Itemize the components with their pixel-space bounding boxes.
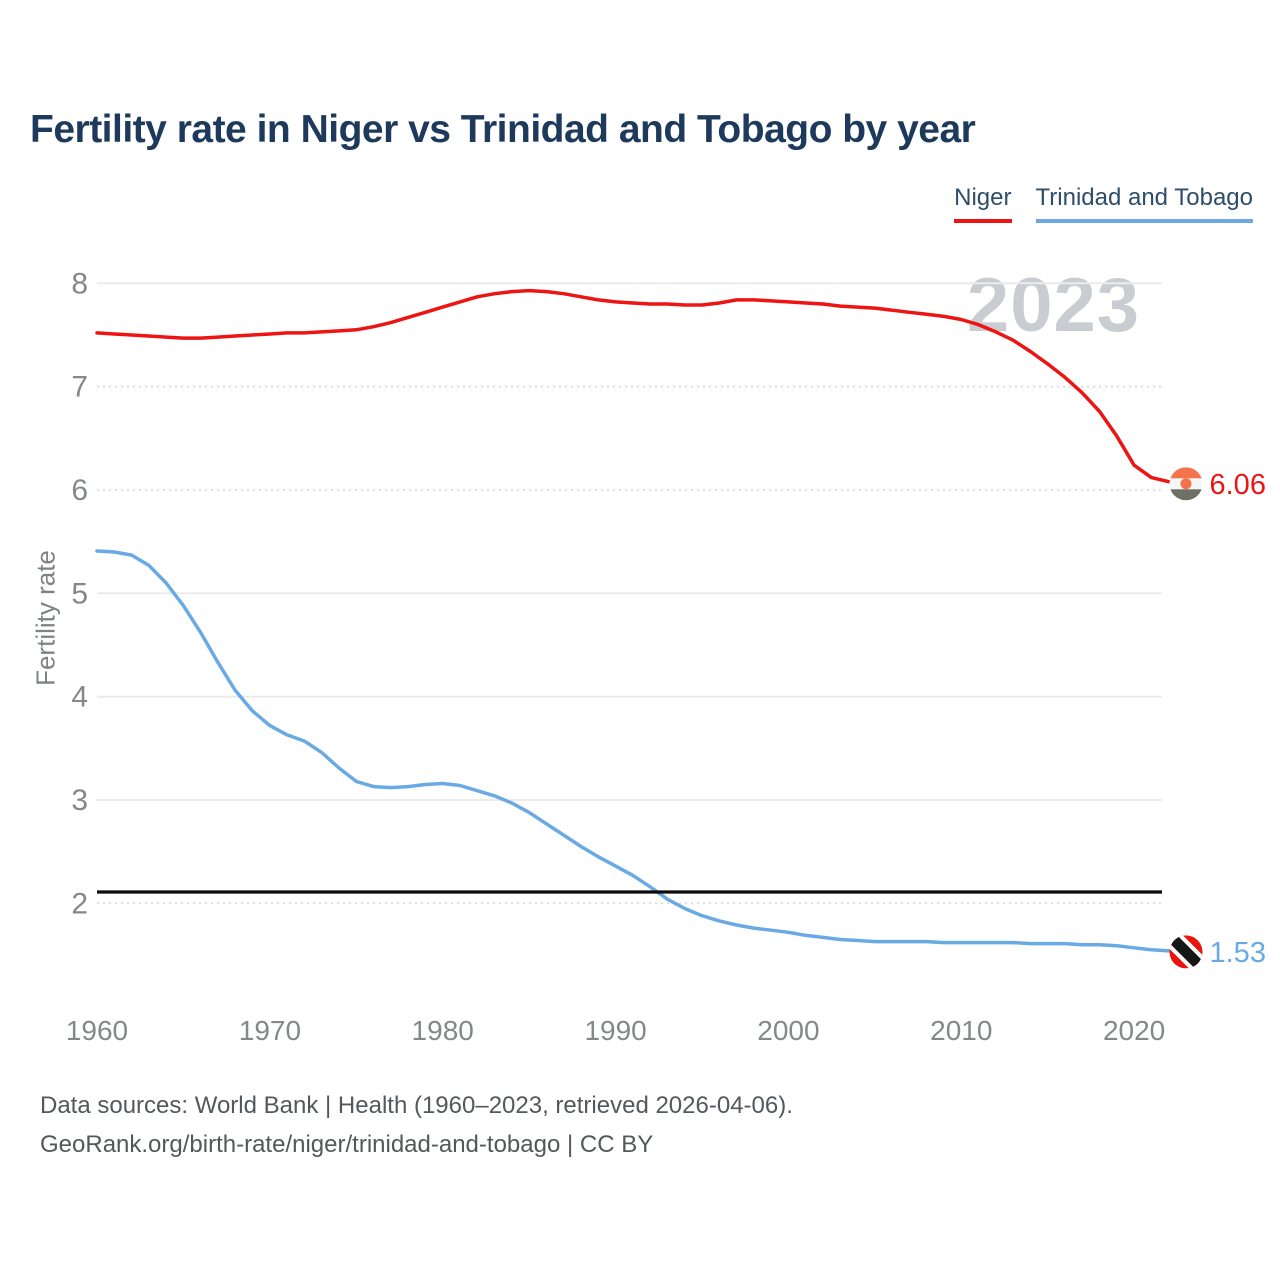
x-tick-label-2000: 2000 [757, 1015, 819, 1046]
footer-attribution: GeoRank.org/birth-rate/niger/trinidad-an… [40, 1131, 654, 1158]
niger-flag-icon [1169, 467, 1203, 501]
y-tick-label-5: 5 [71, 577, 88, 610]
legend: Niger Trinidad and Tobago [954, 184, 1253, 223]
chart-title: Fertility rate in Niger vs Trinidad and … [30, 108, 976, 151]
footer: Data sources: World Bank | Health (1960–… [40, 1086, 793, 1164]
x-tick-label-1960: 1960 [66, 1015, 128, 1046]
y-tick-label-8: 8 [71, 267, 88, 300]
footer-data-sources: Data sources: World Bank | Health (1960–… [40, 1092, 793, 1119]
x-tick-label-2020: 2020 [1103, 1015, 1165, 1046]
x-tick-label-1990: 1990 [584, 1015, 646, 1046]
trinidad-and-tobago-flag-icon [1169, 935, 1203, 969]
series-line-niger[interactable] [95, 288, 1188, 486]
y-tick-label-7: 7 [71, 371, 88, 404]
y-tick-label-4: 4 [71, 681, 88, 714]
x-tick-label-1980: 1980 [412, 1015, 474, 1046]
legend-item-niger[interactable]: Niger [954, 184, 1012, 223]
x-tick-label-2010: 2010 [930, 1015, 992, 1046]
series-line-trinidad-and-tobago[interactable] [95, 549, 1188, 954]
end-value-label-trinidad-and-tobago: 1.53 [1210, 937, 1266, 969]
y-tick-label-2: 2 [71, 887, 88, 920]
y-tick-label-3: 3 [71, 784, 88, 817]
end-value-label-niger: 6.06 [1210, 469, 1266, 501]
x-tick-label-1970: 1970 [239, 1015, 301, 1046]
legend-item-trinidad-and-tobago[interactable]: Trinidad and Tobago [1035, 184, 1253, 223]
y-tick-label-6: 6 [71, 474, 88, 507]
